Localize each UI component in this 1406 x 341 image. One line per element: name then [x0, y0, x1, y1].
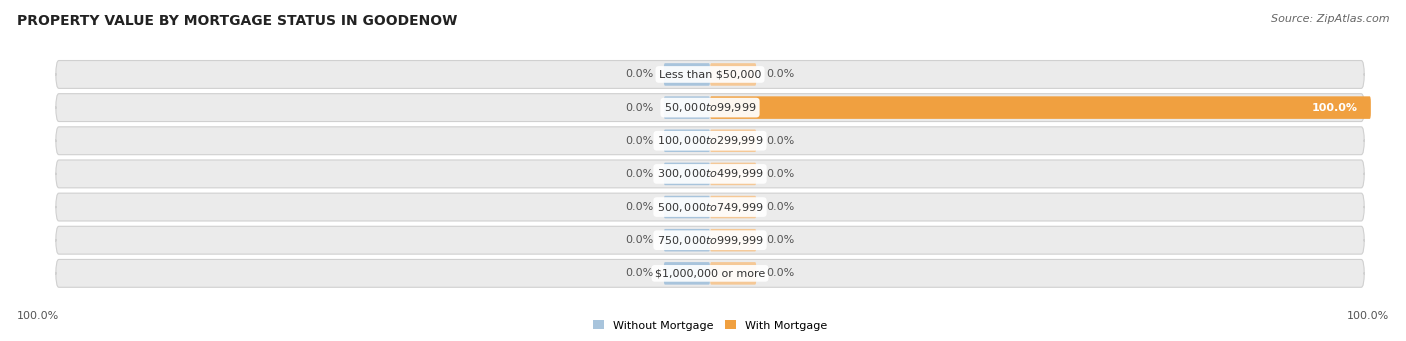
FancyBboxPatch shape	[664, 163, 710, 185]
FancyBboxPatch shape	[56, 193, 1364, 221]
Text: $750,000 to $999,999: $750,000 to $999,999	[657, 234, 763, 247]
FancyBboxPatch shape	[664, 130, 710, 152]
FancyBboxPatch shape	[56, 94, 1364, 121]
Text: 0.0%: 0.0%	[766, 136, 794, 146]
Text: Source: ZipAtlas.com: Source: ZipAtlas.com	[1271, 14, 1389, 24]
Text: 0.0%: 0.0%	[626, 70, 654, 79]
Text: 0.0%: 0.0%	[766, 235, 794, 245]
FancyBboxPatch shape	[664, 262, 710, 285]
FancyBboxPatch shape	[664, 97, 710, 119]
Legend: Without Mortgage, With Mortgage: Without Mortgage, With Mortgage	[593, 321, 827, 331]
Text: 0.0%: 0.0%	[766, 268, 794, 278]
FancyBboxPatch shape	[710, 163, 756, 185]
FancyBboxPatch shape	[56, 260, 1364, 287]
Text: 100.0%: 100.0%	[1312, 103, 1358, 113]
Text: 0.0%: 0.0%	[626, 268, 654, 278]
Text: $300,000 to $499,999: $300,000 to $499,999	[657, 167, 763, 180]
Text: Less than $50,000: Less than $50,000	[659, 70, 761, 79]
FancyBboxPatch shape	[56, 61, 1364, 88]
Text: 100.0%: 100.0%	[17, 311, 59, 321]
FancyBboxPatch shape	[664, 63, 710, 86]
FancyBboxPatch shape	[56, 160, 1364, 188]
Text: 0.0%: 0.0%	[626, 202, 654, 212]
Text: 0.0%: 0.0%	[766, 70, 794, 79]
FancyBboxPatch shape	[710, 262, 756, 285]
FancyBboxPatch shape	[56, 127, 1364, 155]
Text: 0.0%: 0.0%	[626, 103, 654, 113]
Text: 100.0%: 100.0%	[1347, 311, 1389, 321]
FancyBboxPatch shape	[56, 226, 1364, 254]
FancyBboxPatch shape	[710, 63, 756, 86]
Text: $50,000 to $99,999: $50,000 to $99,999	[664, 101, 756, 114]
Text: 0.0%: 0.0%	[766, 169, 794, 179]
FancyBboxPatch shape	[710, 97, 1371, 119]
Text: 0.0%: 0.0%	[766, 202, 794, 212]
FancyBboxPatch shape	[710, 229, 756, 252]
FancyBboxPatch shape	[710, 130, 756, 152]
Text: 0.0%: 0.0%	[626, 235, 654, 245]
Text: 0.0%: 0.0%	[626, 136, 654, 146]
Text: PROPERTY VALUE BY MORTGAGE STATUS IN GOODENOW: PROPERTY VALUE BY MORTGAGE STATUS IN GOO…	[17, 14, 457, 28]
Text: $100,000 to $299,999: $100,000 to $299,999	[657, 134, 763, 147]
Text: $1,000,000 or more: $1,000,000 or more	[655, 268, 765, 278]
FancyBboxPatch shape	[664, 229, 710, 252]
FancyBboxPatch shape	[664, 196, 710, 218]
Text: 0.0%: 0.0%	[626, 169, 654, 179]
FancyBboxPatch shape	[710, 196, 756, 218]
Text: $500,000 to $749,999: $500,000 to $749,999	[657, 201, 763, 213]
